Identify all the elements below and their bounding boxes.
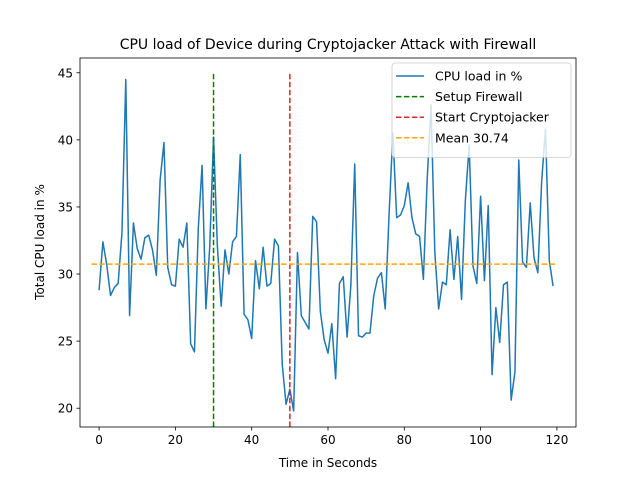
x-tick-label: 100: [469, 433, 492, 447]
legend-label-1: Setup Firewall: [435, 89, 523, 104]
y-tick-label: 45: [58, 66, 73, 80]
y-tick-label: 25: [58, 335, 73, 349]
y-tick-label: 20: [58, 402, 73, 416]
legend-label-0: CPU load in %: [435, 69, 522, 84]
legend-box: [391, 62, 572, 158]
series-line-0: [98, 78, 554, 412]
x-tick-label: 120: [545, 433, 568, 447]
x-tick-label: 0: [95, 433, 103, 447]
legend-label-2: Start Cryptojacker: [435, 110, 550, 125]
y-tick-label: 30: [58, 268, 73, 282]
chart-title: CPU load of Device during Cryptojacker A…: [120, 37, 537, 53]
y-tick-label: 35: [58, 200, 73, 214]
x-axis-label: Time in Seconds: [278, 456, 377, 470]
x-tick-label: 20: [168, 433, 183, 447]
y-axis-label: Total CPU load in %: [33, 184, 47, 301]
plot-area: 0 20 40 60 80 100 120 20 25 30 35 40 45: [58, 57, 577, 447]
x-tick-label: 80: [397, 433, 412, 447]
legend-label-3: Mean 30.74: [435, 130, 509, 145]
y-tick-label: 40: [58, 133, 73, 147]
x-tick-label: 60: [320, 433, 335, 447]
legend: CPU load in % Setup Firewall Start Cryptoj…: [391, 62, 572, 158]
x-tick-label: 40: [244, 433, 259, 447]
